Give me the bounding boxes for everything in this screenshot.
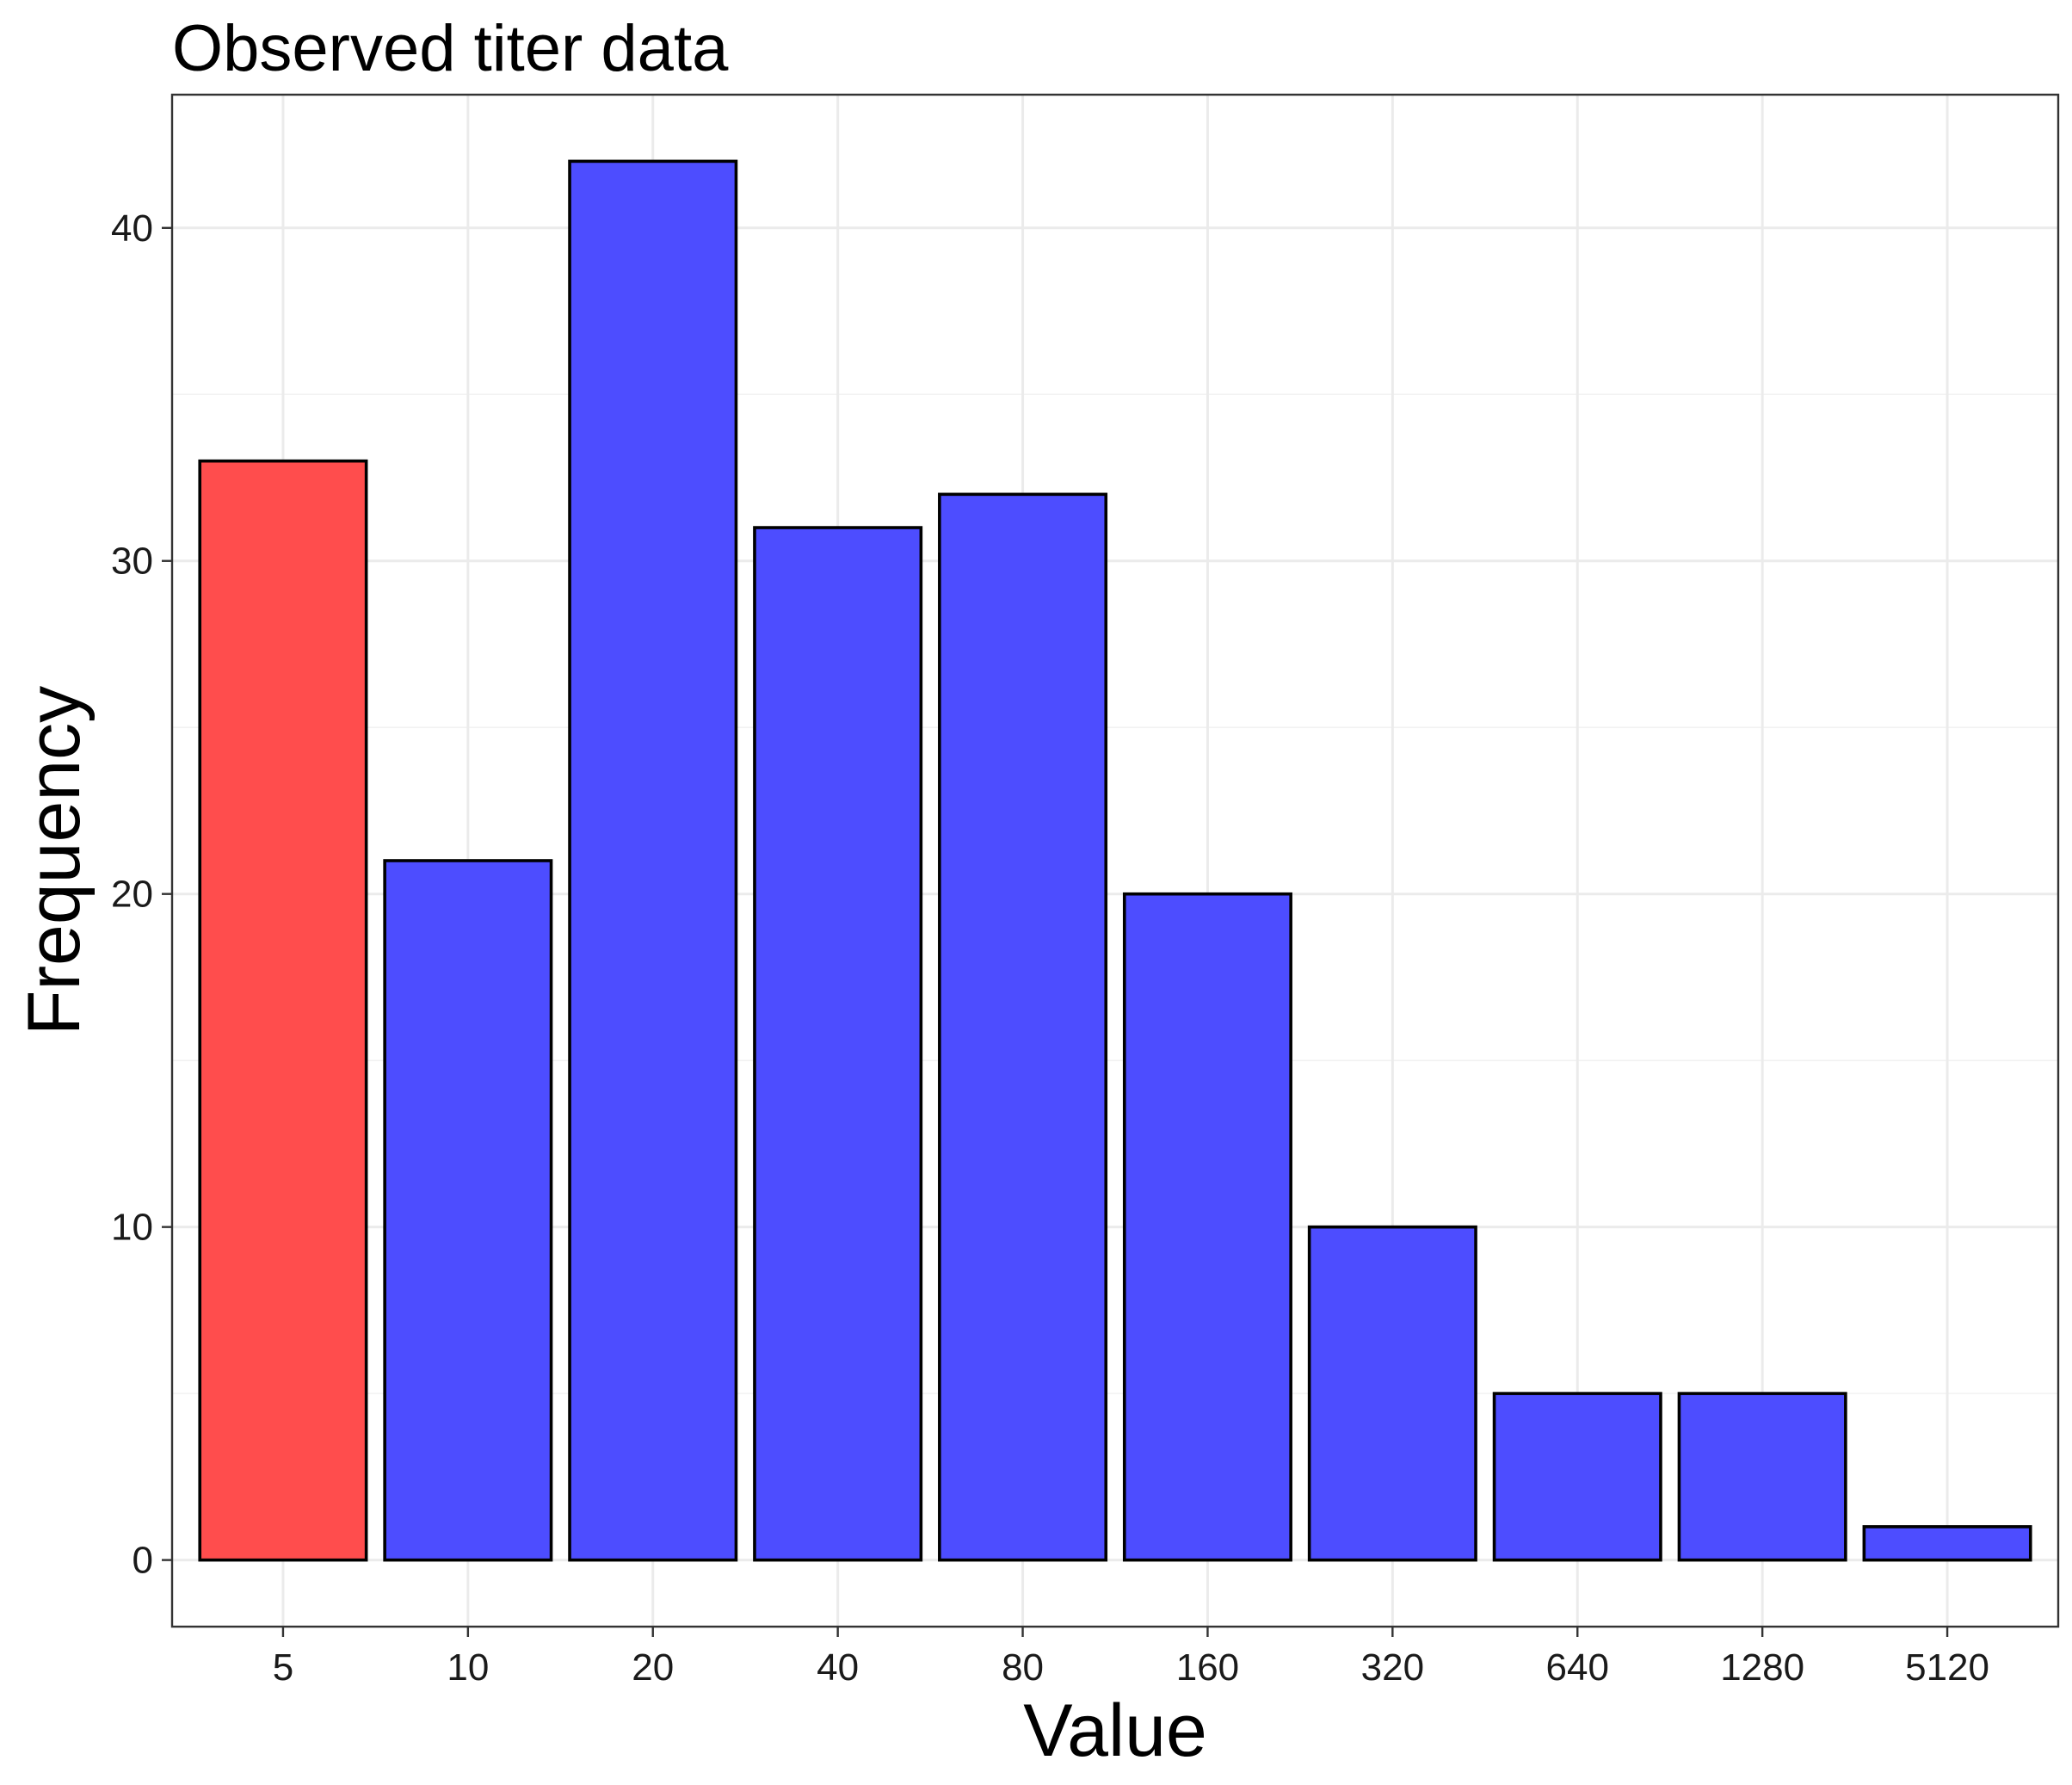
bar-20: [568, 159, 738, 1562]
x-tick-label: 320: [1361, 1646, 1424, 1689]
bar-320: [1307, 1225, 1477, 1562]
x-tick-label: 5: [273, 1646, 293, 1689]
y-tick-label: 10: [111, 1207, 153, 1249]
y-axis: 0 10 20 30 40: [111, 207, 172, 1582]
x-axis-title: Value: [1023, 1689, 1207, 1772]
y-tick-label: 40: [111, 207, 153, 250]
bar-5: [198, 459, 368, 1562]
x-axis: 5 10 20 40 80 160 320 640 1280 5120: [273, 1627, 1989, 1689]
y-tick-label: 20: [111, 874, 153, 916]
bar-80: [938, 492, 1108, 1562]
x-tick-label: 20: [632, 1646, 674, 1689]
chart-title: Observed titer data: [172, 12, 729, 85]
x-tick-label: 5120: [1905, 1646, 1989, 1689]
bar-40: [753, 526, 923, 1562]
bar-1280: [1677, 1392, 1847, 1562]
bar-640: [1492, 1392, 1662, 1562]
plot-panel-border: [170, 93, 2060, 1628]
y-tick-label: 0: [133, 1540, 153, 1582]
x-tick-label: 10: [447, 1646, 489, 1689]
y-axis-title: Frequency: [13, 686, 96, 1035]
x-tick-label: 40: [817, 1646, 859, 1689]
bars: [198, 159, 2032, 1562]
y-tick-label: 30: [111, 540, 153, 583]
x-tick-label: 640: [1546, 1646, 1609, 1689]
x-tick-label: 80: [1002, 1646, 1044, 1689]
bar-5120: [1862, 1525, 2032, 1562]
bar-10: [383, 859, 553, 1562]
x-tick-label: 1280: [1720, 1646, 1804, 1689]
x-tick-label: 160: [1176, 1646, 1239, 1689]
bar-160: [1122, 892, 1292, 1562]
